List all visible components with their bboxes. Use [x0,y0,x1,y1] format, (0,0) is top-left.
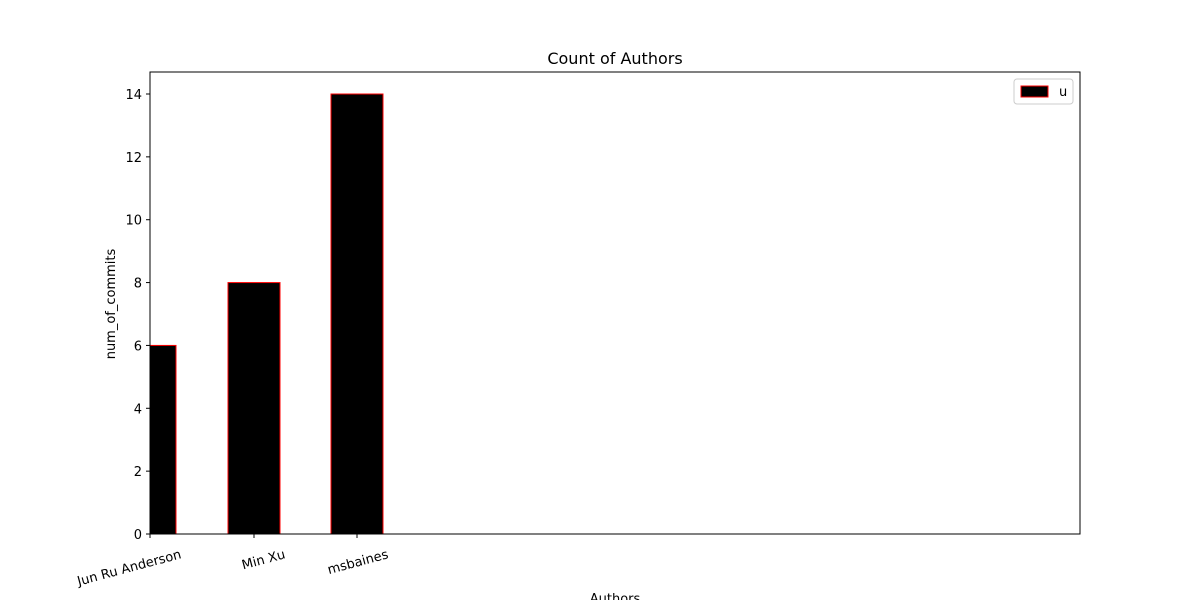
y-axis-label: num_of_commits [104,248,119,359]
y-tick-label: 6 [134,339,142,354]
bar-msbaines [330,93,384,534]
y-tick-label: 14 [125,88,142,103]
y-tick-label: 2 [134,465,142,480]
legend-label: u [1059,85,1067,100]
y-tick-label: 12 [125,151,142,166]
x-tick-label: Jun Ru Anderson [75,547,183,589]
legend: u [1013,78,1074,105]
x-tick-label: Min Xu [240,547,287,573]
bar-min-xu [227,282,281,534]
y-tick-label: 4 [134,402,142,417]
y-tick-label: 0 [134,528,142,543]
x-axis-label: Authors [590,592,641,600]
legend-swatch [1020,85,1049,98]
bar-jun-ru-anderson [150,344,177,534]
y-tick-label: 8 [134,277,142,292]
x-axis-ticks: Jun Ru Anderson Min Xu msbaines [75,534,390,590]
plot-frame [149,71,1081,535]
bars-group [150,93,384,534]
y-tick-label: 10 [125,214,142,229]
y-axis-ticks: 0 2 4 6 8 10 12 14 [125,88,150,543]
x-tick-label: msbaines [326,547,390,578]
chart-title: Count of Authors [547,49,682,68]
